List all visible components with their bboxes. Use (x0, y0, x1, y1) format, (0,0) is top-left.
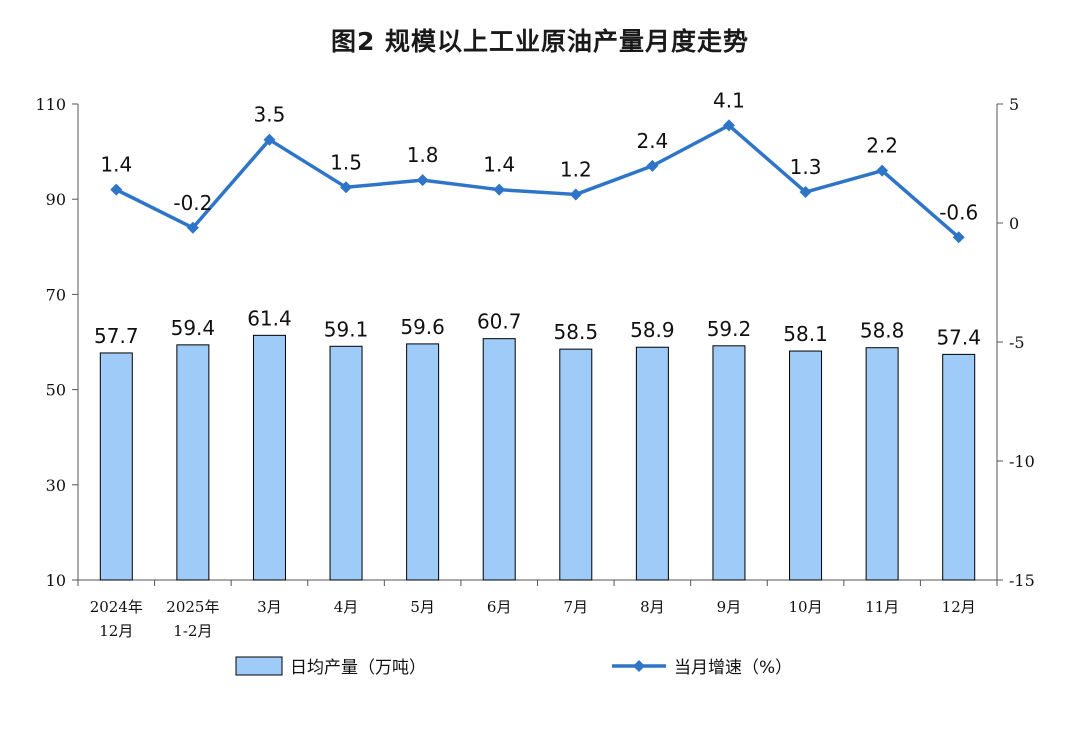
legend: 日均产量（万吨） 当月增速（%） (235, 656, 792, 678)
line-data-label: 1.4 (483, 153, 515, 177)
line-point (646, 159, 659, 172)
line-data-label: 1.4 (100, 153, 132, 177)
bar (712, 345, 746, 581)
category-label: 3月 (257, 598, 282, 616)
bar-data-label: 58.8 (860, 319, 905, 343)
category-label: 1-2月 (173, 622, 212, 640)
bar (329, 345, 363, 581)
line-data-label: -0.2 (173, 191, 212, 215)
line-point (340, 181, 353, 194)
y-right-tick-label: -5 (1009, 333, 1025, 352)
data-labels: 57.7 59.4 61.4 59.1 59.6 60.7 58.5 58.9 59.2 58.1… (94, 88, 981, 349)
category-labels: 2024年 12月 2025年 1-2月 3月 4月 5月 6月 7月 8月 9月 10月 11月 12月 (90, 598, 976, 640)
line-data-label: 1.2 (560, 157, 592, 181)
y-right-tick-label: 5 (1009, 95, 1019, 114)
category-label: 12月 (942, 598, 976, 616)
bar-data-label: 61.4 (247, 306, 292, 330)
category-label: 2025年 (166, 598, 219, 616)
line-point (186, 221, 199, 234)
legend-bar-label: 日均产量（万吨） (290, 658, 426, 678)
legend-line-marker (633, 660, 645, 672)
y-left-tick-label: 110 (35, 95, 66, 114)
line-data-label: 1.8 (407, 143, 439, 167)
category-label: 12月 (99, 622, 133, 640)
bar (99, 352, 133, 581)
bar-data-label: 57.4 (936, 325, 981, 349)
line-data-label: 4.1 (713, 88, 745, 112)
line-data-label: 2.2 (866, 134, 898, 158)
line-point (493, 183, 506, 196)
bar-data-label: 60.7 (477, 310, 522, 334)
bar-data-label: 57.7 (94, 324, 139, 348)
bar (406, 343, 440, 581)
category-label: 2024年 (90, 598, 143, 616)
line-path (115, 123, 960, 239)
y-left-tick-label: 30 (46, 476, 66, 495)
category-label: 4月 (334, 598, 359, 616)
line-point (416, 174, 429, 187)
line-point (722, 119, 735, 132)
y-left-tick-label: 70 (46, 285, 66, 304)
line-point (569, 188, 582, 201)
bar (252, 334, 286, 581)
legend-bar-swatch (235, 656, 283, 676)
y-left-tick-label: 90 (46, 190, 66, 209)
bar (176, 344, 210, 581)
line-data-label: 1.3 (790, 155, 822, 179)
line-point (263, 133, 276, 146)
line-point (952, 231, 965, 244)
y-right-tick-label: -15 (1009, 571, 1035, 590)
bar-data-label: 58.5 (554, 320, 599, 344)
category-label: 9月 (717, 598, 742, 616)
line-data-label: 1.5 (330, 150, 362, 174)
bar-data-label: 59.4 (171, 316, 216, 340)
line-point (799, 186, 812, 199)
line-point (876, 164, 889, 177)
bar-data-label: 58.9 (630, 318, 675, 342)
axes: 10 30 50 70 90 110 -15 -10 -5 0 5 (35, 95, 1034, 590)
y-left-tick-label: 50 (46, 381, 66, 400)
line-series (110, 119, 965, 244)
y-right-tick-label: 0 (1009, 214, 1019, 233)
chart-title: 图2 规模以上工业原油产量月度走势 (330, 27, 750, 56)
bar (942, 353, 976, 581)
category-label: 7月 (564, 598, 589, 616)
bar-data-label: 59.2 (707, 317, 752, 341)
bar (559, 348, 593, 581)
category-label: 10月 (788, 598, 822, 616)
bar (482, 338, 516, 581)
bar (865, 347, 899, 581)
category-label: 11月 (865, 598, 899, 616)
bar-data-label: 58.1 (783, 322, 828, 346)
y-left-tick-label: 10 (46, 571, 66, 590)
category-label: 5月 (410, 598, 435, 616)
line-point (110, 183, 123, 196)
legend-line-label: 当月增速（%） (674, 658, 792, 678)
bars (99, 334, 976, 581)
category-label: 8月 (640, 598, 665, 616)
category-label: 6月 (487, 598, 512, 616)
bar (789, 350, 823, 581)
bar-data-label: 59.1 (324, 317, 369, 341)
line-data-label: 3.5 (254, 103, 286, 127)
line-data-label: -0.6 (939, 200, 978, 224)
bar-data-label: 59.6 (400, 315, 445, 339)
y-right-tick-label: -10 (1009, 452, 1035, 471)
bar (635, 346, 669, 581)
line-data-label: 2.4 (636, 129, 668, 153)
